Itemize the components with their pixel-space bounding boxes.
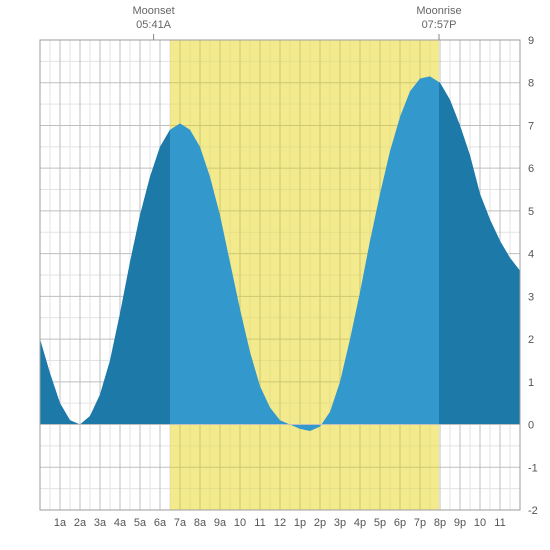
svg-text:7p: 7p xyxy=(414,517,426,529)
tide-chart: -2-101234567891a2a3a4a5a6a7a8a9a1011121p… xyxy=(0,0,550,550)
svg-text:6a: 6a xyxy=(154,517,167,529)
svg-text:2: 2 xyxy=(528,334,534,346)
svg-text:6: 6 xyxy=(528,163,534,175)
svg-text:2a: 2a xyxy=(74,517,87,529)
svg-text:9p: 9p xyxy=(454,517,466,529)
svg-text:-1: -1 xyxy=(528,462,538,474)
chart-svg: -2-101234567891a2a3a4a5a6a7a8a9a1011121p… xyxy=(0,0,550,550)
svg-text:7: 7 xyxy=(528,120,534,132)
svg-text:4p: 4p xyxy=(354,517,366,529)
svg-text:9: 9 xyxy=(528,35,534,47)
svg-text:4a: 4a xyxy=(114,517,127,529)
svg-text:10: 10 xyxy=(234,517,246,529)
svg-text:8a: 8a xyxy=(194,517,207,529)
svg-text:8p: 8p xyxy=(434,517,446,529)
svg-text:1p: 1p xyxy=(294,517,306,529)
svg-text:2p: 2p xyxy=(314,517,326,529)
svg-text:1a: 1a xyxy=(54,517,67,529)
svg-text:12: 12 xyxy=(274,517,286,529)
svg-text:0: 0 xyxy=(528,420,534,432)
svg-text:-2: -2 xyxy=(528,505,538,517)
svg-text:6p: 6p xyxy=(394,517,406,529)
svg-text:3p: 3p xyxy=(334,517,346,529)
svg-text:1: 1 xyxy=(528,377,534,389)
svg-text:3a: 3a xyxy=(94,517,107,529)
svg-text:5a: 5a xyxy=(134,517,147,529)
svg-text:9a: 9a xyxy=(214,517,227,529)
svg-text:8: 8 xyxy=(528,78,534,90)
svg-text:10: 10 xyxy=(474,517,486,529)
svg-text:11: 11 xyxy=(494,517,505,529)
svg-text:4: 4 xyxy=(528,249,534,261)
svg-text:7a: 7a xyxy=(174,517,187,529)
svg-text:5p: 5p xyxy=(374,517,386,529)
svg-text:3: 3 xyxy=(528,291,534,303)
svg-text:5: 5 xyxy=(528,206,534,218)
svg-text:11: 11 xyxy=(254,517,265,529)
